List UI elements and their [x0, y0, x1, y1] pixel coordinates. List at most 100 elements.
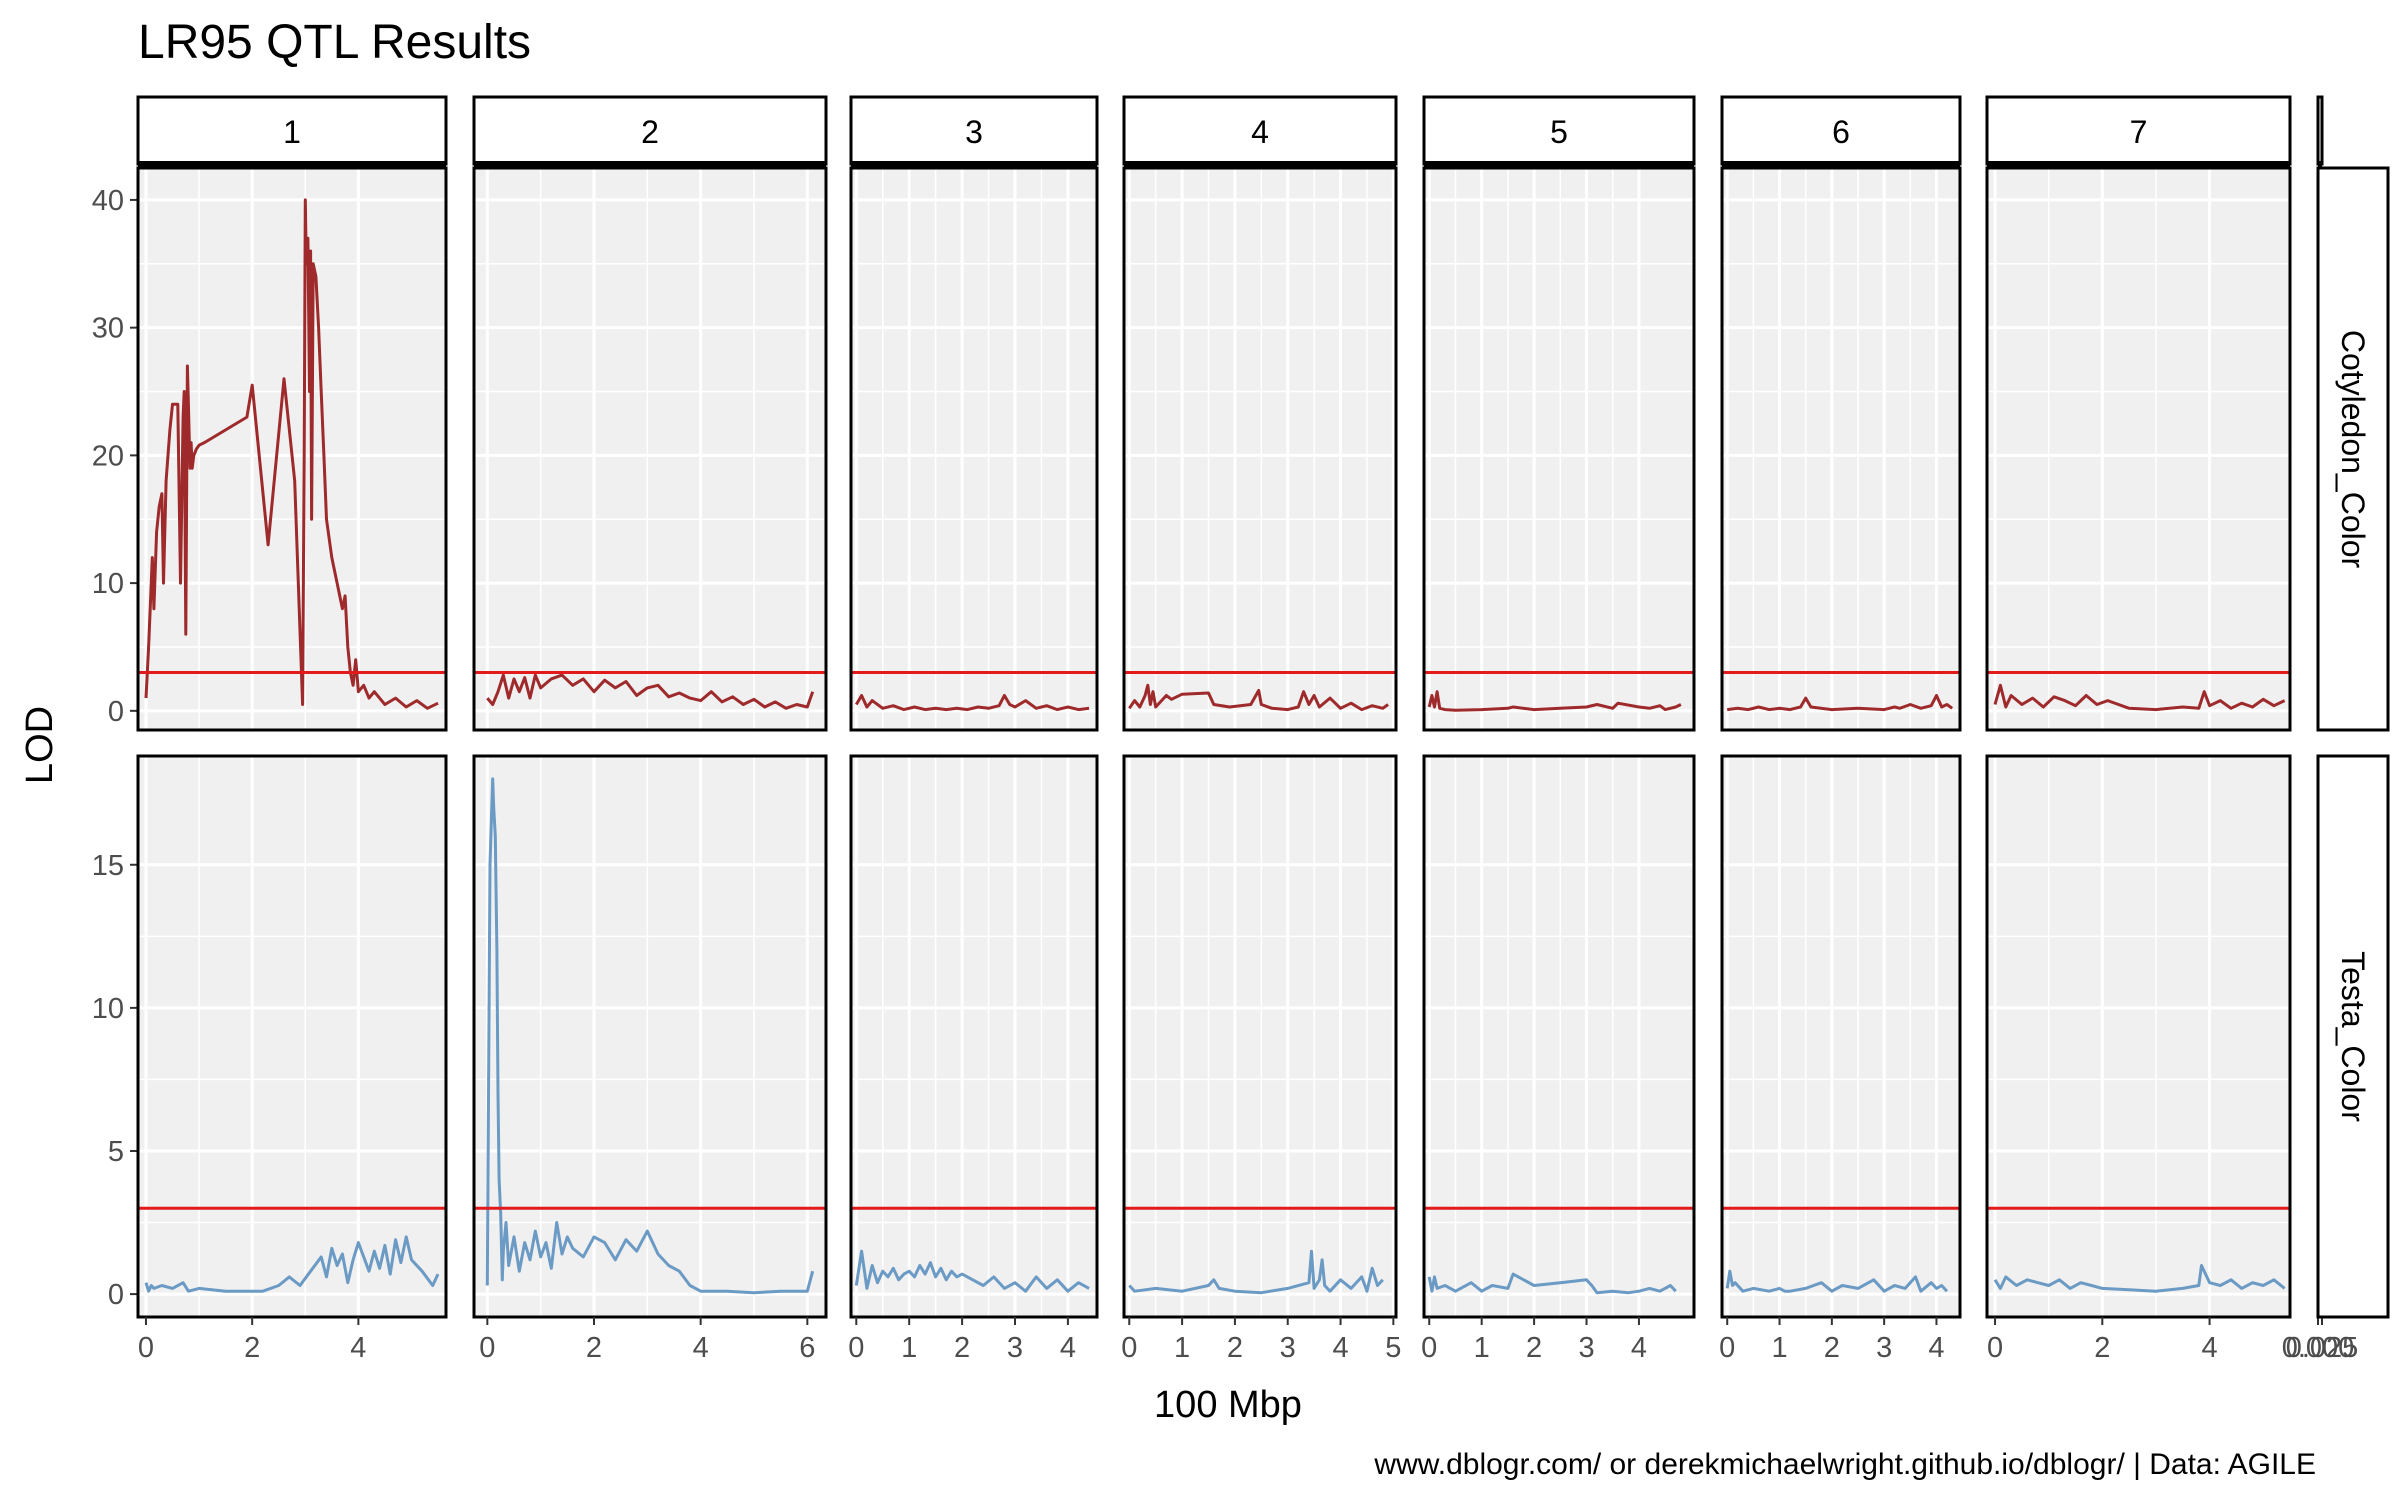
panel-Cotyledon_Color-chr-4	[1122, 166, 1398, 732]
row-strip-box	[2316, 754, 2390, 1319]
y-tick-label: 5	[108, 1136, 124, 1168]
lod-series-line	[1727, 694, 1954, 712]
facet-strip-box	[1720, 95, 1962, 166]
facet-strip-box	[1422, 95, 1696, 166]
facet-strip-box	[472, 95, 828, 166]
x-tick-label: 0	[1987, 1332, 2003, 1364]
panel-Testa_Color-chr-3	[849, 754, 1099, 1319]
x-tick-label: 4	[2201, 1332, 2217, 1364]
lod-series-line	[1427, 1272, 1677, 1295]
x-tick-label: 3	[1007, 1332, 1023, 1364]
x-tick-label: 4	[1332, 1332, 1348, 1364]
lod-series-line	[144, 198, 439, 710]
panel-border	[136, 166, 448, 732]
panel-background	[1124, 168, 1396, 730]
facet-strip-chr-5: 5	[1422, 95, 1696, 167]
panel-background	[474, 756, 826, 1317]
panel-background	[138, 756, 446, 1317]
x-tick-label: 1	[1174, 1332, 1190, 1364]
x-axis-chr-6: 0 1 2 3 4	[1719, 1317, 1945, 1364]
y-tick-label: 40	[92, 185, 124, 217]
panel-border	[1122, 754, 1398, 1319]
lod-series-line	[485, 777, 815, 1295]
row-strip-label: Cotyledon_Color	[2335, 330, 2371, 569]
panel-background	[1722, 168, 1960, 730]
x-tick-label: 2	[586, 1332, 602, 1364]
panel-Testa_Color-chr-2	[472, 754, 828, 1319]
panel-border	[1720, 754, 1962, 1319]
panel-background	[1987, 168, 2290, 730]
x-tick-label: 0	[1719, 1332, 1735, 1364]
facet-strip-row-1: Cotyledon_Color	[2316, 166, 2390, 732]
x-tick-label: 3	[1876, 1332, 1892, 1364]
x-tick-label: 3	[1578, 1332, 1594, 1364]
panel-border	[1985, 166, 2292, 732]
panel-border	[472, 754, 828, 1319]
panel-Cotyledon_Color-chr-2	[472, 166, 828, 732]
panel-Cotyledon_Color-chr-7	[1985, 166, 2292, 732]
panel-Testa_Color-chr-1	[136, 754, 448, 1319]
x-tick-label: 0	[138, 1332, 154, 1364]
x-tick-label: 3	[1280, 1332, 1296, 1364]
facet-strip-box	[849, 95, 1099, 166]
lod-series-line	[144, 1235, 440, 1293]
y-tick-label: 15	[92, 850, 124, 882]
x-tick-label: 1	[901, 1332, 917, 1364]
x-tick-label: 2	[244, 1332, 260, 1364]
panel-border	[849, 166, 1099, 732]
y-tick-label: 20	[92, 440, 124, 472]
x-tick-label: 5	[1385, 1332, 1401, 1364]
panel-background	[474, 168, 826, 730]
panel-Cotyledon_Color-chr-1	[136, 166, 448, 732]
x-axis-chr-1: 0 2 4	[138, 1317, 366, 1364]
chart-title: LR95 QTL Results	[138, 16, 531, 69]
lod-series-line	[1128, 1249, 1384, 1295]
lod-series-line	[1128, 683, 1389, 712]
x-axis-label: 100 Mbp	[1154, 1384, 1302, 1426]
row-strip-box	[2316, 166, 2390, 732]
panel-border	[1122, 166, 1398, 732]
x-tick-label: 0	[1121, 1332, 1137, 1364]
x-axis-chr-7: 0 2 4	[1987, 1317, 2218, 1364]
panel-border	[1720, 166, 1962, 732]
x-tick-label: 2	[1526, 1332, 1542, 1364]
lod-series-line	[855, 694, 1090, 712]
facet-strip-box	[2316, 95, 2324, 166]
x-tick-label: 0	[1421, 1332, 1437, 1364]
x-tick-label: 4	[1928, 1332, 1944, 1364]
panel-background	[1722, 756, 1960, 1317]
panel-border	[1985, 754, 2292, 1319]
facet-strip-label: 3	[965, 114, 983, 150]
facet-strip-label: 4	[1251, 114, 1269, 150]
facet-strip-row-2: Testa_Color	[2316, 754, 2390, 1319]
facet-strip-chr-4: 4	[1122, 95, 1398, 167]
facet-strip-box	[136, 95, 448, 166]
y-tick-label: 10	[92, 568, 124, 600]
x-tick-label: 0.000	[2282, 1332, 2355, 1364]
chart-caption: www.dblogr.com/ or derekmichaelwright.gi…	[1373, 1448, 2316, 1481]
panel-background	[1424, 756, 1694, 1317]
panel-border	[1422, 754, 1696, 1319]
x-axis-chr-2: 0 2 4 6	[479, 1317, 815, 1364]
facet-strip-label: 6	[1832, 114, 1850, 150]
y-axis-row-2: 0 5 10 15	[92, 850, 138, 1311]
lod-series-line	[1993, 1264, 2286, 1293]
facet-strip-label: 7	[2130, 114, 2148, 150]
y-tick-label: 0	[108, 696, 124, 728]
x-axis-chr-5: 0 1 2 3 4	[1421, 1317, 1647, 1364]
x-tick-label: 0	[479, 1332, 495, 1364]
y-tick-label: 10	[92, 993, 124, 1025]
panel-border	[472, 166, 828, 732]
panel-Testa_Color-chr-4	[1122, 754, 1398, 1319]
x-tick-label: 1	[1474, 1332, 1490, 1364]
row-strip-label: Testa_Color	[2335, 951, 2371, 1122]
lod-series-line	[486, 673, 815, 710]
y-tick-label: 30	[92, 313, 124, 345]
facet-strip-label: 5	[1550, 114, 1568, 150]
lod-series-line	[854, 1249, 1090, 1293]
facet-strip-label: 1	[283, 114, 301, 150]
facet-strip-chr-8	[2316, 95, 2324, 167]
panel-Cotyledon_Color-chr-3	[849, 166, 1099, 732]
